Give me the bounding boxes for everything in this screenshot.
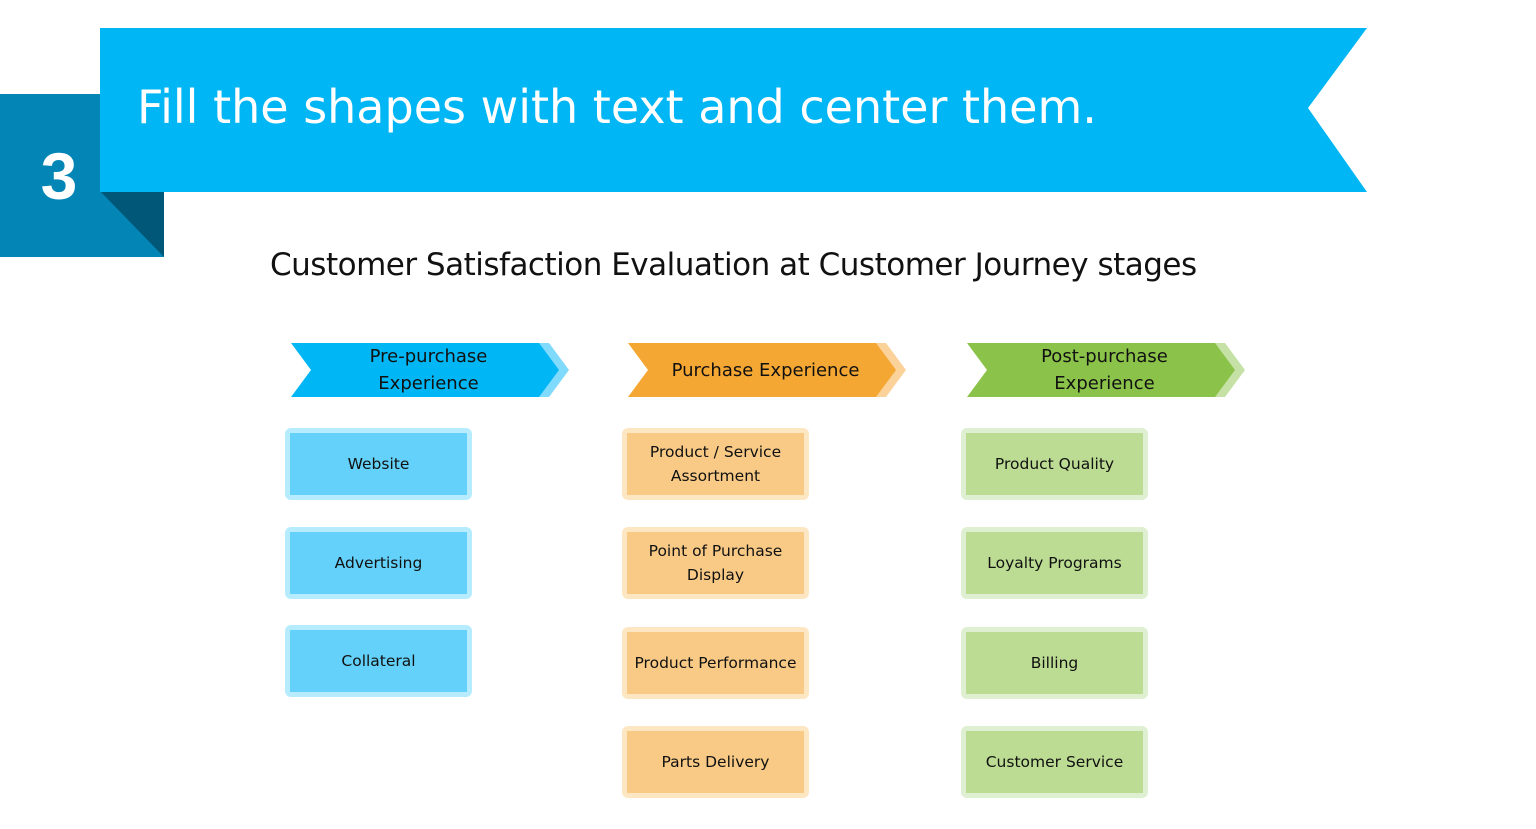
stage-chevron-purchase: Purchase Experience — [628, 343, 908, 397]
touchpoint-box: Billing — [961, 627, 1148, 699]
stage-chevron-post-purchase: Post-purchase Experience — [967, 343, 1247, 397]
touchpoint-box: Point of Purchase Display — [622, 527, 809, 599]
touchpoint-label: Loyalty Programs — [966, 532, 1143, 594]
touchpoint-label: Advertising — [290, 532, 467, 594]
touchpoint-label: Customer Service — [966, 731, 1143, 793]
touchpoint-label: Parts Delivery — [627, 731, 804, 793]
touchpoint-label: Product / Service Assortment — [627, 433, 804, 495]
touchpoint-box: Loyalty Programs — [961, 527, 1148, 599]
stage-label: Purchase Experience — [671, 359, 860, 381]
touchpoint-box: Advertising — [285, 527, 472, 599]
touchpoint-label: Collateral — [290, 630, 467, 692]
step-number: 3 — [40, 138, 78, 213]
touchpoint-box: Product / Service Assortment — [622, 428, 809, 500]
touchpoint-box: Parts Delivery — [622, 726, 809, 798]
stage-label: Pre-purchase Experience — [369, 346, 488, 394]
banner-fold-shadow — [100, 191, 164, 257]
touchpoint-label: Product Performance — [627, 632, 804, 694]
touchpoint-box: Product Performance — [622, 627, 809, 699]
touchpoint-label: Product Quality — [966, 433, 1143, 495]
touchpoint-label: Website — [290, 433, 467, 495]
banner-title: Fill the shapes with text and center the… — [137, 80, 1097, 134]
touchpoint-label: Billing — [966, 632, 1143, 694]
touchpoint-box: Collateral — [285, 625, 472, 697]
stage-label: Post-purchase Experience — [1041, 346, 1168, 394]
touchpoint-box: Product Quality — [961, 428, 1148, 500]
diagram-title: Customer Satisfaction Evaluation at Cust… — [270, 247, 1197, 283]
stage-chevron-pre-purchase: Pre-purchase Experience — [291, 343, 571, 397]
chevron-shape-icon — [628, 343, 906, 397]
touchpoint-box: Customer Service — [961, 726, 1148, 798]
touchpoint-label: Point of Purchase Display — [627, 532, 804, 594]
title-banner — [100, 28, 1367, 192]
touchpoint-box: Website — [285, 428, 472, 500]
chevron-shape-icon — [967, 343, 1245, 397]
chevron-shape-icon — [291, 343, 569, 397]
